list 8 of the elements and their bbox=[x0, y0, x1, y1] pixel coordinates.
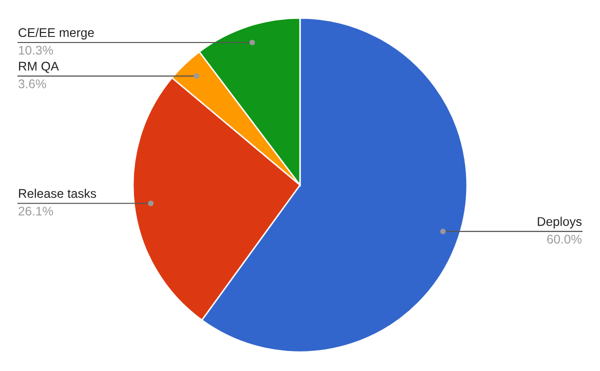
data-label: 60.0% bbox=[547, 234, 582, 244]
data-label: 3.6% bbox=[18, 79, 46, 88]
data-label: 26.1% bbox=[18, 206, 53, 216]
slice-label: RM QA bbox=[19, 62, 59, 73]
slice-label: Release tasks bbox=[19, 188, 96, 198]
slice-label: CE/EE merge bbox=[18, 28, 94, 40]
slice-label: Deploys bbox=[538, 216, 582, 228]
data-label: 10.3% bbox=[18, 46, 53, 55]
